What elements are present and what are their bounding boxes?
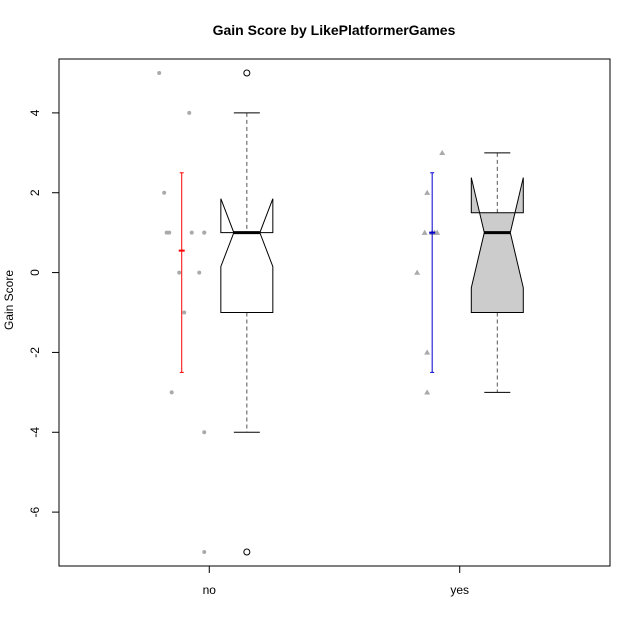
boxes	[220, 69, 524, 556]
data-point	[424, 389, 431, 395]
data-point	[202, 230, 207, 235]
y-tick-label: -6	[28, 506, 42, 517]
outlier-point	[243, 69, 251, 77]
y-axis-label: Gain Score	[2, 270, 16, 330]
data-point	[202, 550, 207, 555]
data-point	[187, 110, 192, 115]
data-point	[197, 270, 202, 275]
error-bars	[178, 172, 436, 373]
data-point	[167, 230, 172, 235]
data-point	[439, 149, 446, 156]
data-point	[157, 70, 162, 75]
data-point	[169, 390, 174, 395]
data-point	[177, 270, 182, 275]
y-tick-label: -2	[28, 347, 42, 358]
box	[470, 177, 524, 313]
y-tick-label: -4	[28, 427, 42, 438]
data-point	[182, 310, 187, 315]
plot-frame	[58, 58, 611, 567]
outlier-point	[243, 548, 251, 556]
data-point	[424, 349, 431, 355]
data-point	[421, 229, 428, 235]
data-point	[424, 189, 431, 195]
x-tick-label: no	[203, 583, 217, 597]
x-tick-label: yes	[450, 583, 469, 597]
data-point	[434, 229, 441, 235]
data-point	[414, 269, 421, 275]
data-point	[162, 190, 167, 195]
y-axis: -6 -4 -2 0 2 4	[28, 109, 60, 517]
jitter-points	[157, 70, 446, 555]
y-tick-label: 4	[28, 109, 42, 116]
y-tick-label: 0	[28, 269, 42, 276]
data-point	[189, 230, 194, 235]
y-tick-label: 2	[28, 189, 42, 196]
x-axis: no yes	[203, 565, 469, 597]
chart-title: Gain Score by LikePlatformerGames	[213, 22, 456, 38]
box	[220, 198, 274, 313]
data-point	[202, 430, 207, 435]
